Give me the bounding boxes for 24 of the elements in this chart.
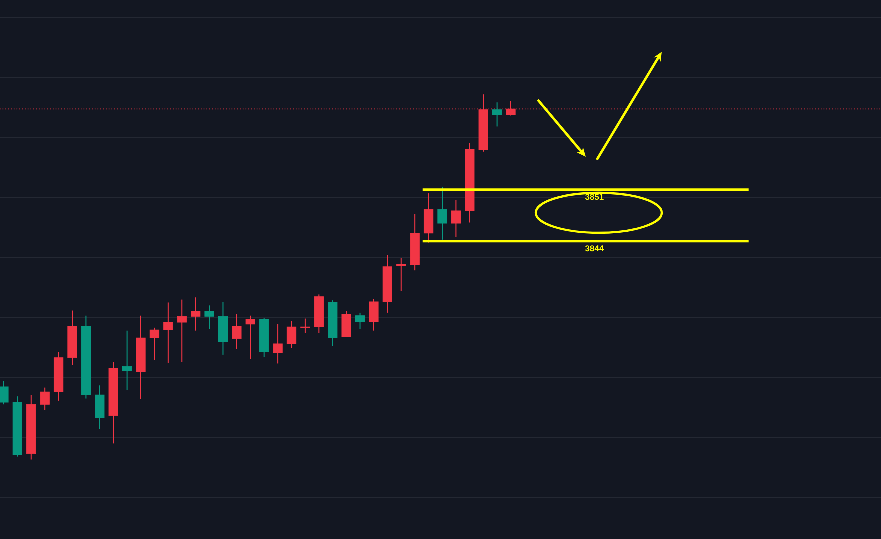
text: 3844 [585, 246, 604, 252]
candlestick [95, 385, 105, 430]
candlestick [396, 258, 406, 292]
candlestick [40, 387, 50, 411]
candlestick [300, 318, 310, 334]
candlestick [232, 314, 242, 350]
candlestick [0, 380, 9, 406]
candlestick [204, 305, 214, 330]
candlestick [342, 310, 352, 338]
candlestick [246, 315, 256, 360]
candlestick [273, 324, 283, 364]
candlestick [438, 186, 448, 240]
candlestick [122, 330, 132, 391]
text: 3851 [585, 194, 604, 200]
candlestick [177, 299, 187, 363]
candlestick [424, 193, 434, 244]
candlestick [451, 200, 462, 238]
candlestick [286, 320, 297, 349]
candlestick [369, 298, 379, 332]
candlestick [191, 297, 201, 332]
candlestick [150, 327, 160, 361]
candlestick [164, 302, 174, 364]
candlestick [355, 312, 366, 330]
candlestick [492, 102, 502, 128]
